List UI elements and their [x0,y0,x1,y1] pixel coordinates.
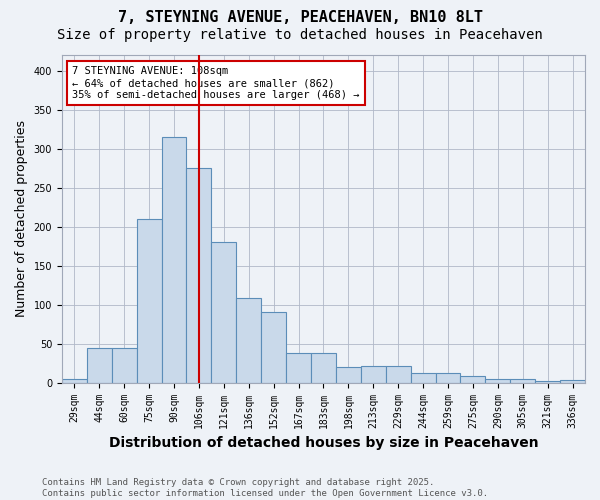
Bar [112,348,137,382]
Bar [560,380,585,382]
Bar [137,219,161,382]
Bar [236,298,261,382]
Bar [485,379,510,382]
Bar [62,379,87,382]
Text: 7, STEYNING AVENUE, PEACEHAVEN, BN10 8LT: 7, STEYNING AVENUE, PEACEHAVEN, BN10 8LT [118,10,482,25]
Bar [510,379,535,382]
Text: Size of property relative to detached houses in Peacehaven: Size of property relative to detached ho… [57,28,543,42]
X-axis label: Distribution of detached houses by size in Peacehaven: Distribution of detached houses by size … [109,436,538,450]
Bar [261,312,286,382]
Bar [187,168,211,382]
Bar [386,366,410,382]
Text: 7 STEYNING AVENUE: 108sqm
← 64% of detached houses are smaller (862)
35% of semi: 7 STEYNING AVENUE: 108sqm ← 64% of detac… [73,66,360,100]
Bar [211,242,236,382]
Text: Contains HM Land Registry data © Crown copyright and database right 2025.
Contai: Contains HM Land Registry data © Crown c… [42,478,488,498]
Bar [361,366,386,382]
Bar [311,353,336,382]
Bar [436,374,460,382]
Bar [161,137,187,382]
Bar [336,367,361,382]
Bar [410,372,436,382]
Bar [460,376,485,382]
Bar [87,348,112,382]
Bar [286,353,311,382]
Y-axis label: Number of detached properties: Number of detached properties [15,120,28,318]
Bar [535,381,560,382]
